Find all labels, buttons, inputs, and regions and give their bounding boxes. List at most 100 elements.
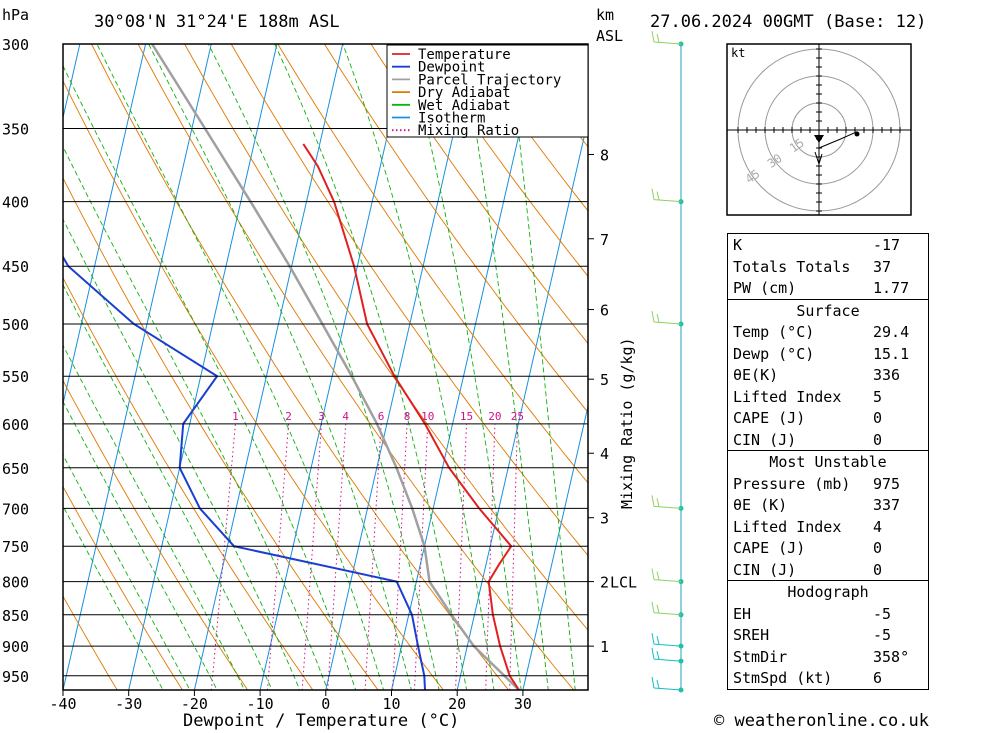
indices-hodograph: Hodograph EH -5 SREH -5 StmDir 358° StmSpd (kt)… — [727, 581, 929, 690]
index-value: 4 — [873, 517, 883, 536]
km-tick-label: 1 — [600, 638, 609, 656]
index-row: StmSpd (kt) 6 — [728, 667, 928, 689]
wind-barb — [651, 495, 682, 509]
index-value: 15.1 — [873, 344, 910, 363]
km-tick-label: 5 — [600, 371, 609, 389]
mixing-ratio-axis-title: Mixing Ratio (g/kg) — [618, 337, 636, 509]
index-key: Lifted Index — [733, 387, 842, 406]
isotherm-line — [522, 404, 588, 690]
index-key: PW (cm) — [733, 279, 797, 297]
mixing-ratio-line — [455, 423, 468, 690]
wet-adiabat-line — [207, 44, 440, 690]
temperature-profile — [302, 143, 520, 690]
index-key: θE(K) — [733, 366, 779, 384]
mixing-ratio-line — [364, 423, 382, 690]
lcl-label: LCL — [610, 574, 637, 592]
index-value: 37 — [873, 257, 892, 276]
isotherm-line — [259, 44, 409, 690]
isotherm-line — [0, 44, 14, 690]
index-row: CAPE (J) 0 — [728, 407, 928, 429]
km-unit-label: km — [596, 6, 615, 24]
index-key: CIN (J) — [733, 560, 797, 579]
legend-label: Isotherm — [418, 111, 485, 127]
wind-barb — [651, 30, 682, 45]
storm-motion-marker — [814, 135, 824, 143]
station-location: 30°08'N 31°24'E 188m ASL — [94, 12, 340, 32]
mixing-ratio-line — [301, 423, 323, 690]
hodograph-ring-label: 15 — [787, 136, 807, 156]
indices-section-title: Most Unstable — [769, 453, 887, 471]
index-row: Temp (°C) 29.4 — [728, 321, 928, 343]
index-row: PW (cm) 1.77 — [728, 277, 928, 299]
mixing-ratio-label: 10 — [421, 410, 434, 423]
hodograph-trace — [818, 131, 858, 149]
x-tick-label: -30 — [115, 695, 142, 713]
indices-most-unstable: Most Unstable Pressure (mb) 975 θE (K) 337 Li… — [727, 451, 929, 581]
index-row: Totals Totals 37 — [728, 256, 928, 278]
dry-adiabat-line — [63, 595, 118, 690]
mixing-ratio-line — [509, 423, 518, 690]
mixing-ratio-label: 25 — [511, 410, 524, 423]
hodograph-ring-label: 45 — [743, 167, 763, 187]
legend-label: Dewpoint — [418, 60, 485, 76]
mixing-ratio-line — [485, 423, 496, 690]
index-value: 29.4 — [873, 323, 910, 341]
pressure-tick-label: 450 — [2, 258, 29, 276]
index-row: EH -5 — [728, 603, 928, 625]
wind-barb — [651, 633, 682, 647]
index-row: Lifted Index 5 — [728, 386, 928, 408]
pressure-tick-label: 500 — [2, 316, 29, 334]
plot-frame — [62, 43, 589, 691]
index-row: Pressure (mb) 975 — [728, 473, 928, 495]
index-value: 975 — [873, 474, 901, 493]
index-value: 0 — [873, 409, 883, 427]
index-key: Lifted Index — [733, 517, 842, 536]
index-value: 337 — [873, 496, 901, 514]
mixing-ratio-label: 3 — [318, 410, 325, 423]
isotherm-line — [63, 44, 81, 120]
wet-adiabat-line — [148, 44, 412, 690]
asl-unit-label: ASL — [596, 27, 624, 45]
index-key: CIN (J) — [733, 430, 797, 449]
legend-label: Temperature — [418, 47, 511, 63]
dry-adiabat-line — [323, 44, 588, 414]
x-tick-label: 30 — [514, 695, 532, 713]
isotherm-line — [193, 44, 344, 690]
index-key: Totals Totals — [733, 257, 851, 276]
hodograph-unit: kt — [731, 46, 745, 60]
pressure-tick-label: 750 — [2, 538, 29, 556]
mixing-ratio-label: 2 — [285, 410, 292, 423]
index-row: SREH -5 — [728, 624, 928, 646]
pressure-tick-label: 600 — [2, 416, 29, 434]
indices-section-title: Surface — [796, 301, 860, 320]
wet-adiabat-line — [63, 400, 218, 690]
x-tick-label: -40 — [49, 695, 76, 713]
pressure-tick-label: 650 — [2, 460, 29, 478]
pressure-tick-label: 950 — [2, 668, 29, 686]
hodograph-arrow — [814, 151, 823, 166]
wind-barb — [651, 676, 682, 691]
index-key: SREH — [733, 626, 770, 644]
mixing-ratio-line — [266, 423, 290, 690]
credit-text: © weatheronline.co.uk — [714, 711, 929, 731]
index-key: K — [733, 236, 743, 254]
index-row: CIN (J) 0 — [728, 559, 928, 581]
wet-adiabat-line — [63, 344, 245, 690]
isotherm-line — [456, 117, 588, 690]
legend-label: Wet Adiabat — [418, 98, 511, 114]
legend-label: Dry Adiabat — [418, 85, 511, 101]
wind-barb — [651, 310, 682, 325]
isotherm-line — [63, 44, 147, 406]
wet-adiabat-line — [63, 454, 191, 690]
wind-barb — [651, 188, 682, 203]
forecast-datetime: 27.06.2024 00GMT (Base: 12) — [650, 12, 927, 32]
mixing-ratio-label: 6 — [378, 410, 385, 423]
km-tick-label: 6 — [600, 302, 609, 320]
index-row: θE (K) 337 — [728, 494, 928, 516]
wind-barb — [651, 648, 682, 662]
wind-barb — [651, 568, 682, 583]
index-value: 358° — [873, 647, 910, 666]
dry-adiabat-line — [370, 44, 588, 345]
index-row: θE(K) 336 — [728, 364, 928, 386]
index-value: 0 — [873, 430, 883, 449]
